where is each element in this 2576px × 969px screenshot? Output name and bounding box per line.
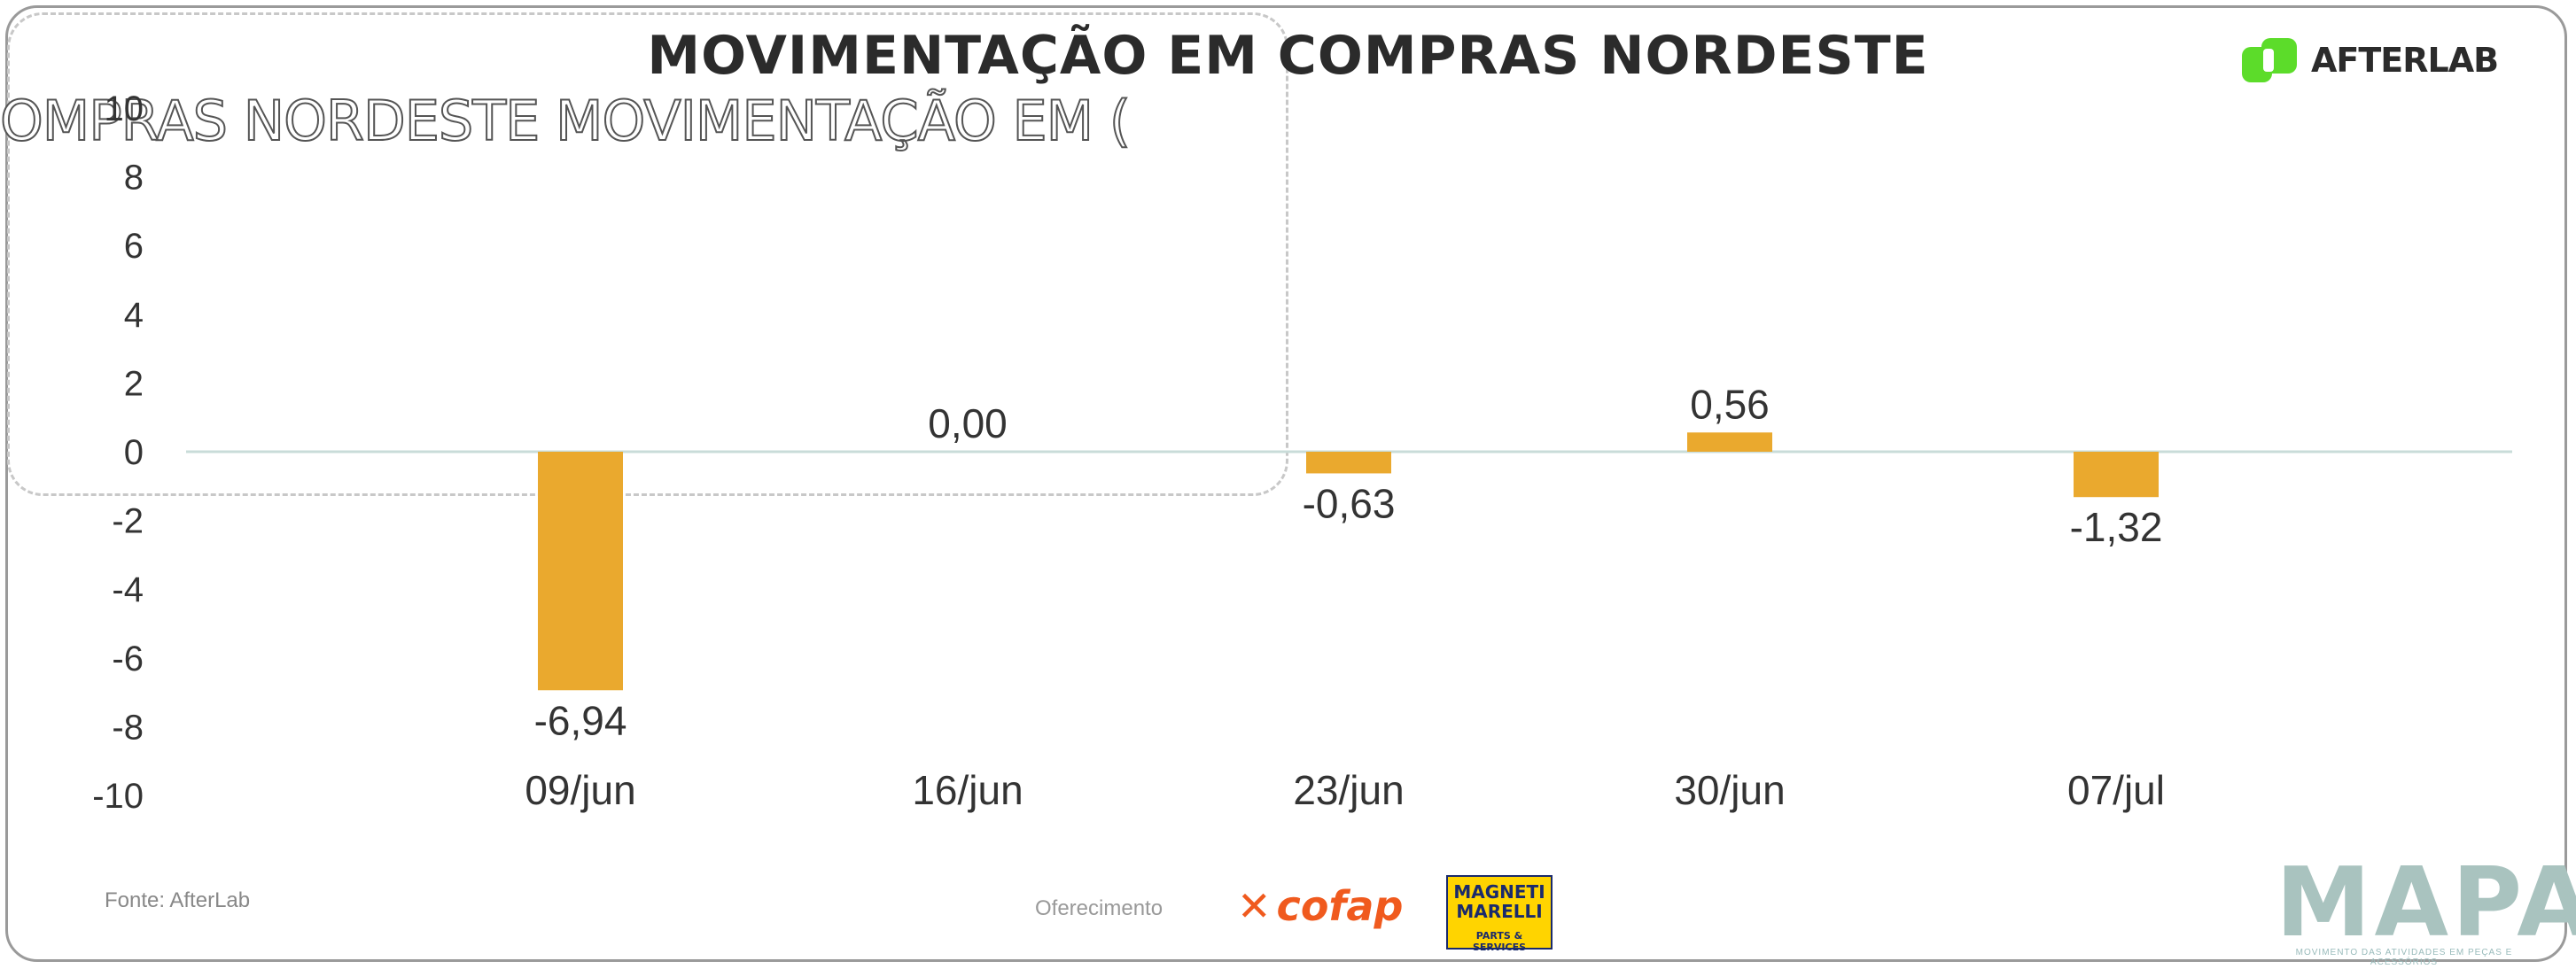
ghost-title-overlay: OMPRAS NORDESTE MOVIMENTAÇÃO EM ( xyxy=(0,88,1132,154)
data-labels: -6,94 0,00 -0,63 0,56 -1,32 xyxy=(534,381,2163,743)
y-tick-label: -8 xyxy=(112,708,144,747)
chart-title: MOVIMENTAÇÃO EM COMPRAS NORDESTE xyxy=(647,25,1929,87)
data-label: 0,00 xyxy=(928,400,1008,446)
x-category-label: 07/jul xyxy=(2067,767,2165,813)
x-axis: 09/jun 16/jun 23/jun 30/jun 07/jul xyxy=(525,767,2165,813)
ghost-overlay-box xyxy=(7,12,1288,496)
data-label: -6,94 xyxy=(534,697,627,743)
bars-group xyxy=(538,432,2159,691)
mapa-tagline: MOVIMENTO DAS ATIVIDADES EM PEÇAS E ACES… xyxy=(2295,948,2513,967)
y-tick-label: 0 xyxy=(124,433,144,472)
y-tick-label: 6 xyxy=(124,227,144,266)
x-category-label: 09/jun xyxy=(525,767,635,813)
magneti-marelli-tagline: PARTS & SERVICES xyxy=(1472,930,1527,953)
sponsor-label: Oferecimento xyxy=(1035,896,1163,920)
y-tick-label: 2 xyxy=(124,364,144,403)
data-label: 0,56 xyxy=(1690,381,1770,427)
data-label: -0,63 xyxy=(1303,480,1396,526)
bar-30/jun xyxy=(1687,432,1772,452)
afterlab-wordmark: AFTERLAB xyxy=(2311,41,2499,80)
source-note: Fonte: AfterLab xyxy=(105,888,251,912)
cofap-wordmark: cofap xyxy=(1276,882,1404,930)
cofap-logo: ✕ cofap xyxy=(1237,882,1403,930)
x-category-label: 23/jun xyxy=(1293,767,1404,813)
data-label: -1,32 xyxy=(2070,504,2163,550)
y-tick-label: -4 xyxy=(112,570,144,609)
y-tick-label: -6 xyxy=(112,640,144,678)
y-tick-label: 4 xyxy=(124,296,144,335)
afterlab-logo: AFTERLAB xyxy=(2240,34,2499,87)
mapa-wordmark: MAPA xyxy=(2276,848,2576,958)
bar-07/jul xyxy=(2074,452,2159,498)
y-tick-label: -2 xyxy=(112,502,144,541)
y-tick-label: 10 xyxy=(105,89,144,128)
bar-09/jun xyxy=(538,452,623,691)
y-axis: 10 8 6 4 2 0 -2 -4 -6 -8 -10 xyxy=(92,89,144,816)
mapa-logo: MAPA MOVIMENTO DAS ATIVIDADES EM PEÇAS E… xyxy=(2276,848,2576,968)
afterlab-mark-icon xyxy=(2240,36,2299,84)
magneti-marelli-name: MAGNETI MARELLI xyxy=(1453,881,1545,922)
y-tick-label: 8 xyxy=(124,159,144,198)
magneti-marelli-logo: MAGNETI MARELLI PARTS & SERVICES xyxy=(1446,875,1553,953)
x-category-label: 16/jun xyxy=(912,767,1023,813)
bar-23/jun xyxy=(1306,452,1391,474)
cofap-x-icon: ✕ xyxy=(1237,882,1272,930)
y-tick-label: -10 xyxy=(92,777,144,816)
x-category-label: 30/jun xyxy=(1674,767,1785,813)
